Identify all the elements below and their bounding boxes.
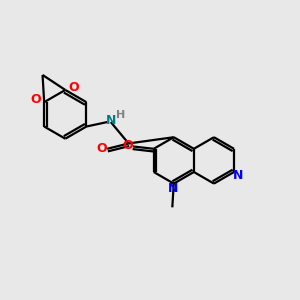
Text: O: O: [68, 81, 79, 94]
Text: H: H: [116, 110, 125, 120]
Text: O: O: [97, 142, 107, 155]
Text: O: O: [122, 139, 133, 152]
Text: O: O: [31, 93, 41, 106]
Text: N: N: [233, 169, 244, 182]
Text: N: N: [168, 182, 178, 195]
Text: N: N: [106, 114, 116, 127]
